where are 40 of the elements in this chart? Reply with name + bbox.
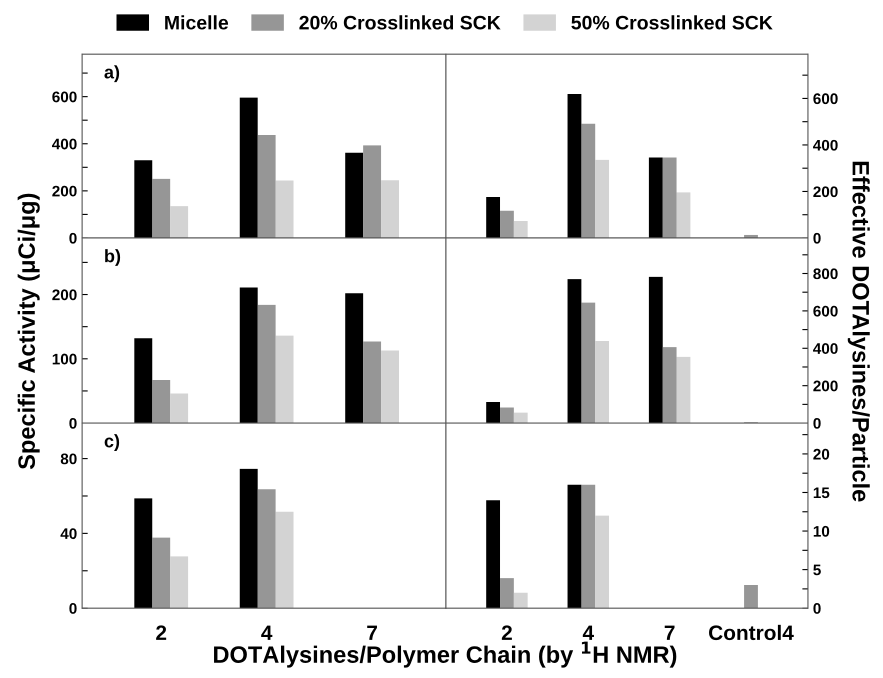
x-tick-label: 2	[156, 625, 166, 640]
legend-label: 20% Crosslinked SCK	[299, 15, 501, 30]
y-tick-label: 200	[52, 186, 77, 197]
y-tick-label: 600	[52, 92, 77, 102]
y2-tick-label: 0	[813, 418, 821, 429]
y2-tick-label: 0	[813, 232, 821, 244]
y2-tick-label: 20	[813, 448, 830, 460]
x-axis-title: DOTAlysines/Polymer Chain (by $^{1}$H NMR)	[214, 642, 676, 668]
legend-label: Micelle	[165, 15, 228, 30]
y2-tick-label: 200	[813, 380, 838, 392]
y2-tick-label: 0	[813, 603, 821, 614]
y2-tick-label: 600	[813, 306, 838, 317]
y-tick-label: 200	[52, 289, 77, 300]
y-tick-label: 0	[69, 232, 77, 244]
legend-label: 50% Crosslinked SCK	[571, 15, 773, 30]
x-tick-label: 7	[367, 626, 377, 640]
y2-tick-label: 200	[813, 186, 838, 198]
y2-tick-label: 400	[813, 343, 838, 354]
y2-tick-label: 5	[813, 564, 821, 576]
y2-tick-label: 15	[814, 488, 830, 498]
y2-tick-label: 400	[813, 140, 838, 151]
y2-tick-label: 10	[814, 526, 830, 537]
y2-axis-title: Effective DOTAlysines/Particle	[848, 162, 870, 502]
y2-tick-label: 800	[813, 268, 838, 280]
x-tick-label: 4	[582, 626, 594, 640]
y-tick-label: 400	[52, 138, 77, 150]
x-tick-label: 7	[664, 626, 675, 640]
y-tick-label: 0	[69, 603, 77, 614]
y-axis-title: Specific Activity (μCi/μg)	[18, 194, 40, 470]
annotation: b)	[105, 249, 120, 266]
y-tick-label: 0	[69, 418, 77, 429]
y-tick-label: 100	[52, 354, 77, 364]
x-tick-label: 2	[502, 625, 512, 640]
annotation: c)	[104, 434, 120, 452]
y2-tick-label: 600	[813, 93, 838, 104]
x-tick-label: Control4	[709, 624, 794, 640]
x-tick-label: 4	[261, 626, 272, 640]
y-tick-label: 40	[60, 528, 77, 540]
y-tick-label: 80	[60, 453, 77, 464]
annotation: a)	[104, 65, 120, 82]
